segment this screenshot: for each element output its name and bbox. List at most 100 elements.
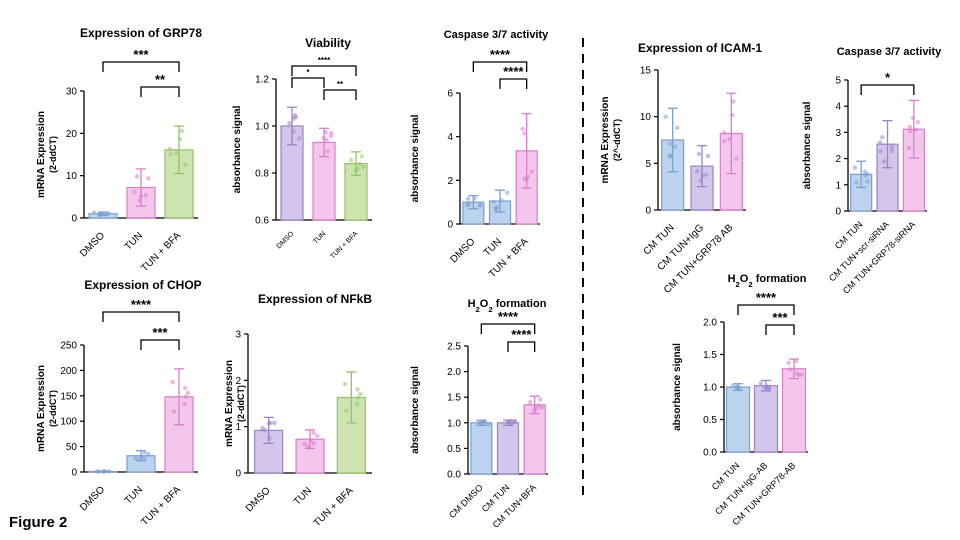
- y-tick-label: 30: [66, 87, 78, 98]
- y-tick-label: 0: [447, 220, 453, 231]
- significance-label: ****: [756, 290, 777, 305]
- data-point: [328, 134, 333, 139]
- x-tick-label: TUN + BFA: [139, 230, 183, 274]
- y-tick-label: 0.8: [255, 169, 269, 180]
- data-point: [168, 152, 173, 157]
- data-point: [786, 360, 791, 365]
- data-point: [722, 138, 727, 144]
- chart-caspase-left: Caspase 3/7 activity absorbance signal 0 2 4…: [410, 29, 549, 280]
- significance-bracket: [737, 304, 795, 315]
- data-point: [735, 385, 740, 391]
- data-point: [522, 131, 527, 136]
- data-point: [354, 401, 360, 407]
- chart-title: Expression of NFkB: [258, 292, 372, 306]
- y-axis-label: mRNA Expression: [36, 111, 47, 198]
- data-point: [179, 128, 184, 134]
- y-axis-label: mRNA Expression: [224, 360, 235, 447]
- data-point: [906, 145, 912, 151]
- y-tick-label: 20: [66, 129, 78, 140]
- data-point: [491, 199, 496, 205]
- x-tick-label: DMSO: [244, 485, 273, 514]
- data-point: [297, 136, 302, 141]
- bar: [523, 404, 546, 475]
- data-point: [854, 180, 859, 185]
- data-point: [730, 383, 736, 389]
- data-point: [512, 419, 517, 424]
- data-point: [185, 390, 191, 396]
- significance-label: *: [306, 68, 310, 77]
- data-point: [793, 358, 799, 364]
- data-point: [877, 140, 883, 145]
- significance-bracket: [860, 84, 915, 95]
- chart-title: H2O2 formation: [468, 298, 547, 314]
- data-point: [98, 212, 103, 217]
- y-axis-label: absorbance signal: [802, 101, 813, 189]
- x-tick-label: TUN + BFA: [139, 484, 183, 528]
- data-point: [668, 141, 673, 146]
- data-point: [694, 168, 700, 174]
- chart-title: Caspase 3/7 activity: [837, 46, 942, 58]
- y-tick-label: 6: [447, 89, 453, 100]
- data-point: [134, 174, 140, 179]
- bar: [781, 368, 807, 453]
- x-tick-label: TUN: [482, 236, 504, 258]
- data-point: [305, 444, 310, 449]
- y-axis-sublabel: (2-ddCT): [236, 385, 246, 422]
- data-point: [359, 154, 365, 159]
- data-point: [880, 135, 885, 140]
- y-axis-label: mRNA Expression: [36, 365, 47, 452]
- data-point: [292, 112, 298, 118]
- data-point: [183, 162, 188, 167]
- data-point: [146, 451, 151, 457]
- data-point: [182, 385, 188, 391]
- y-tick-label: 0: [71, 468, 77, 479]
- data-point: [272, 420, 277, 426]
- data-point: [476, 420, 482, 425]
- significance-bracket: [102, 311, 180, 322]
- significance-bracket: [291, 77, 325, 88]
- data-point: [174, 150, 179, 156]
- data-point: [142, 455, 147, 461]
- data-point: [91, 210, 97, 215]
- significance-bracket: [765, 324, 795, 335]
- figure-label: Figure 2: [9, 514, 68, 531]
- data-point: [478, 203, 483, 208]
- data-point: [349, 157, 354, 163]
- significance-label: ****: [318, 56, 331, 65]
- data-point: [311, 430, 316, 436]
- significance-label: ****: [511, 327, 532, 342]
- data-point: [788, 367, 793, 372]
- chart-viability: Viability absorbance signal 0.6 0.8 1.0 1.2 DM…: [232, 36, 372, 261]
- y-tick-label: 150: [60, 391, 77, 402]
- x-tick-label: TUN + BFA: [329, 230, 359, 260]
- y-tick-label: 1.5: [447, 393, 461, 404]
- data-point: [183, 394, 188, 399]
- data-point: [287, 120, 292, 126]
- chart-title: Expression of GRP78: [80, 26, 202, 40]
- significance-label: ****: [503, 64, 524, 79]
- data-point: [143, 193, 149, 198]
- bar: [496, 422, 520, 475]
- chart-title: Caspase 3/7 activity: [444, 29, 549, 41]
- data-point: [357, 161, 363, 167]
- x-tick-label: TUN + BFA: [312, 485, 356, 529]
- data-point: [302, 441, 307, 447]
- x-tick-label: DMSO: [276, 230, 296, 250]
- data-point: [486, 422, 491, 427]
- data-point: [182, 401, 187, 406]
- x-tick-label: TUN: [292, 485, 314, 507]
- y-tick-label: 1.0: [703, 383, 717, 394]
- data-point: [663, 114, 668, 120]
- y-tick-label: 4: [835, 102, 841, 113]
- significance-label: ***: [133, 47, 149, 62]
- y-tick-label: 2: [835, 154, 841, 165]
- data-point: [529, 169, 535, 174]
- data-point: [132, 189, 137, 195]
- data-point: [862, 169, 868, 174]
- y-tick-label: 0.5: [447, 444, 461, 455]
- y-tick-label: 5: [645, 159, 651, 170]
- data-point: [342, 381, 348, 387]
- data-point: [536, 402, 541, 408]
- data-point: [727, 136, 732, 142]
